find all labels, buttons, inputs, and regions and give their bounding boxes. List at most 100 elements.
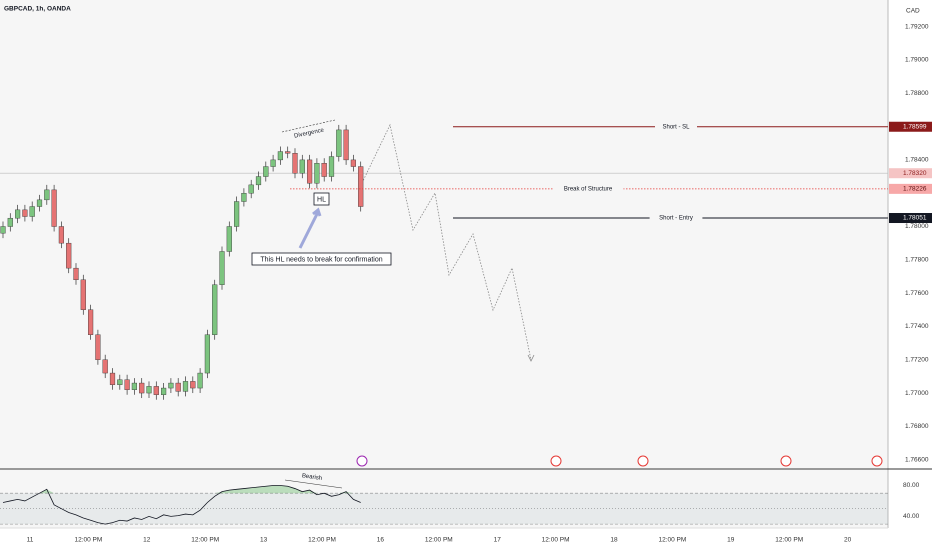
candle-body (44, 189, 50, 201)
y-tick-label: 1.77800 (905, 257, 929, 264)
x-tick-label: 19 (727, 537, 735, 544)
candle-body (117, 379, 123, 385)
projection-path (361, 123, 532, 361)
candle-body (0, 226, 6, 234)
candle-body (182, 381, 189, 392)
candle-body (197, 372, 203, 389)
candle-body (350, 159, 357, 167)
candle-body (29, 206, 35, 217)
y-tick-label: 1.78800 (905, 90, 929, 97)
candle-body (102, 359, 108, 374)
candle-body (307, 159, 313, 184)
candle-body (160, 387, 167, 395)
x-tick-label: 18 (610, 537, 618, 544)
x-tick-label: 12:00 PM (658, 537, 686, 544)
event-icon[interactable] (871, 455, 883, 467)
candle-body (7, 217, 13, 227)
candle-body (124, 379, 130, 390)
candle-body (343, 129, 349, 161)
x-tick-label: 11 (27, 537, 34, 544)
candle-body (212, 284, 218, 335)
x-tick-label: 16 (377, 537, 385, 544)
candle-body (204, 334, 211, 374)
last-price-label: 1.78320 (903, 170, 927, 177)
candle-body (255, 176, 262, 186)
event-icon[interactable] (356, 455, 368, 467)
x-tick-label: 12:00 PM (775, 537, 803, 544)
candle-body (358, 166, 364, 207)
y-tick-label: 1.76800 (905, 423, 929, 430)
hl-box (313, 192, 330, 206)
level-label-bg (649, 213, 703, 223)
candle-body (131, 382, 138, 390)
y-tick-label: 1.76600 (905, 456, 929, 463)
rsi-band-fill (0, 493, 888, 525)
x-tick-label: 12:00 PM (425, 537, 453, 544)
candle-body (241, 192, 247, 202)
y-tick-label: 1.79200 (905, 23, 929, 30)
event-icon[interactable] (780, 455, 792, 467)
rsi-pane (0, 470, 888, 528)
candle-body (153, 386, 159, 395)
candle-body (51, 189, 57, 227)
level-name: Break of Structure (564, 186, 613, 192)
level-badge-label: 1.78226 (903, 186, 927, 193)
candle-body (233, 201, 240, 227)
candle-body (285, 151, 291, 154)
projection-arrow (527, 354, 535, 362)
rsi-line (2, 485, 361, 525)
y-tick-label: 1.77000 (905, 390, 929, 397)
candle-body (314, 163, 320, 184)
candle-body (36, 199, 43, 207)
x-tick-label: 12 (143, 537, 151, 544)
level-badge-label: 1.78599 (903, 123, 927, 130)
event-icon[interactable] (550, 455, 562, 467)
x-tick-label: 20 (844, 537, 852, 544)
level-name: Short - Entry (659, 216, 693, 222)
candle-body (292, 153, 298, 174)
candle-body (328, 156, 335, 177)
bearish-line (284, 479, 343, 489)
note-box (251, 252, 392, 266)
candle-body (299, 159, 305, 174)
currency: CAD (906, 8, 920, 15)
note-label: This HL needs to break for confirmation (260, 256, 382, 263)
symbol: GBPCAD, 1h, OANDA (4, 6, 71, 13)
x-tick-label: 17 (494, 537, 502, 544)
y-tick-label: 1.78000 (905, 223, 929, 230)
candle-body (146, 386, 152, 394)
candle-body (219, 251, 225, 285)
rsi-overbought-fill (3, 485, 361, 494)
candle-body (14, 209, 21, 219)
candle-body (109, 372, 116, 385)
event-icon[interactable] (637, 455, 649, 467)
candle-body (321, 163, 327, 177)
candle-body (248, 184, 254, 194)
note-arrow (298, 207, 322, 249)
candle-body (80, 279, 86, 310)
y-tick-label: 1.78400 (905, 157, 929, 164)
candle-body (168, 382, 174, 389)
candle-body (190, 381, 196, 389)
level-name: Short - SL (662, 124, 690, 130)
candle-body (226, 226, 232, 252)
candle-body (175, 382, 181, 392)
level-label-bg (655, 122, 697, 132)
x-tick-label: 12:00 PM (542, 537, 570, 544)
rsi-tick-label: 40.00 (903, 513, 920, 520)
candle-body (336, 129, 342, 157)
level-badge (889, 213, 932, 224)
candle-body (95, 334, 101, 360)
candle-body (87, 309, 94, 335)
y-tick-label: 1.77200 (905, 356, 929, 363)
hl-label: HL (317, 196, 326, 203)
bearish-label: Bearish (301, 473, 322, 482)
level-badge (889, 121, 932, 132)
y-tick-label: 1.79000 (905, 57, 929, 64)
candle-body (139, 382, 145, 394)
candle-body (58, 226, 65, 244)
candle-body (73, 267, 79, 281)
candle-body (270, 159, 276, 167)
rsi-tick-label: 80.00 (903, 482, 920, 489)
